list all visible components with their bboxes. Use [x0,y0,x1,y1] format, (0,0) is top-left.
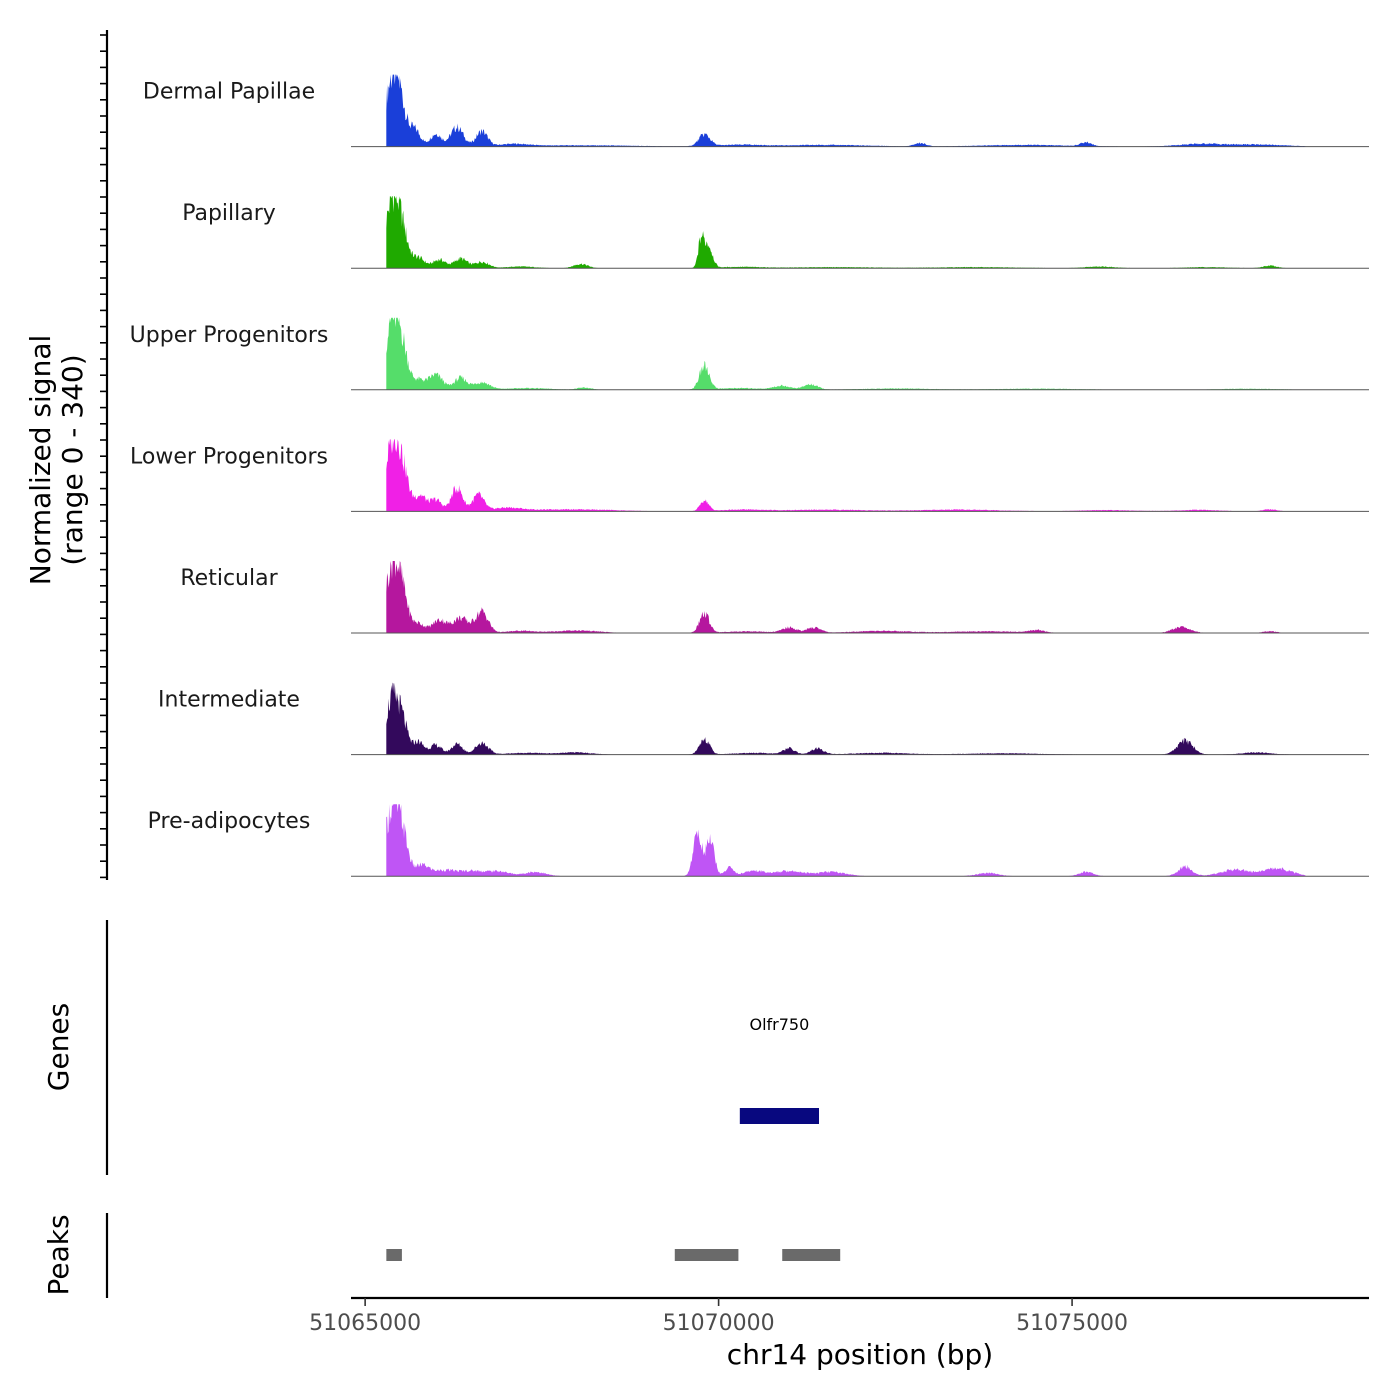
coverage-area [386,561,1306,633]
track-label: Papillary [182,201,276,226]
track-label: Dermal Papillae [143,80,315,105]
coverage-track: Lower Progenitors [130,439,1369,512]
peak-region [674,1249,739,1261]
gene-label: Olfr750 [750,1015,810,1034]
track-label: Lower Progenitors [130,444,328,469]
peak-region [386,1249,402,1261]
coverage-track: Intermediate [158,682,1369,756]
coverage-track: Upper Progenitors [130,317,1369,391]
coverage-tracks: Dermal Papillae Papillary Upper Progenitor… [130,74,1369,877]
genes-track-label: Genes [42,1003,75,1091]
track-label: Intermediate [158,688,300,713]
peaks-track-label: Peaks [42,1214,75,1295]
coverage-area [386,804,1306,877]
coverage-area [386,439,1306,512]
coverage-area [386,196,1306,269]
coverage-track: Papillary [182,196,1369,269]
coverage-track: Dermal Papillae [143,74,1369,148]
x-axis-tick-label: 51070000 [663,1311,775,1336]
signal-axis-title: Normalized signal [24,335,57,586]
track-label: Reticular [180,566,278,591]
signal-axis-range: (range 0 - 340) [56,354,89,565]
peaks-track: Peaks [42,1213,841,1298]
coverage-track: Pre-adipocytes [148,804,1369,877]
track-label: Pre-adipocytes [148,809,311,834]
peak-region [782,1249,841,1261]
track-label: Upper Progenitors [130,323,329,348]
gene-body [739,1108,819,1124]
genes-track: Genes Olfr750 [42,920,819,1175]
coverage-track: Reticular [180,561,1369,634]
coverage-area [386,74,1306,147]
x-axis-tick-label: 51075000 [1016,1311,1128,1336]
x-axis-tick-label: 51065000 [309,1311,421,1336]
coverage-area [386,317,1306,390]
coverage-area [386,682,1306,755]
x-axis-title: chr14 position (bp) [727,1338,993,1371]
signal-axis-ticks [100,34,107,879]
x-axis-ticks: 51065000 51070000 51075000 [309,1298,1128,1336]
